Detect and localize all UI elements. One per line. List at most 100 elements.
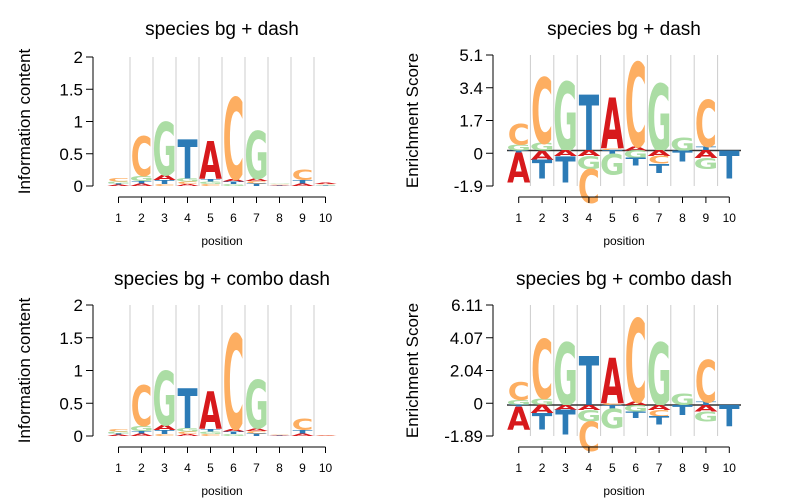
logo-letter-a: A bbox=[245, 178, 269, 182]
logo-letter-c: C bbox=[508, 119, 530, 152]
y-axis-label: Information content bbox=[15, 48, 34, 194]
logo-letter-t: T bbox=[649, 162, 670, 176]
logo-letter-glyph: T bbox=[246, 183, 267, 187]
logo-letter-c: C bbox=[531, 324, 553, 418]
logo-letter-glyph: C bbox=[625, 40, 647, 174]
logo-letter-g: G bbox=[577, 407, 602, 425]
y-tick-label: 2.04 bbox=[450, 362, 483, 381]
logo-letter-a: A bbox=[176, 434, 200, 437]
logo-letter-glyph: C bbox=[315, 184, 337, 185]
logo-letter-glyph: T bbox=[315, 185, 336, 186]
logo-letter-t: T bbox=[200, 428, 221, 432]
logo-letter-a: A bbox=[245, 428, 269, 432]
logo-letter-a: A bbox=[531, 403, 555, 416]
logo-letter-glyph: A bbox=[648, 404, 671, 412]
logo-letter-t: T bbox=[108, 183, 129, 185]
logo-letter-glyph: G bbox=[106, 431, 130, 434]
logo-letter-glyph: A bbox=[153, 424, 176, 432]
logo-letter-c: C bbox=[131, 376, 153, 440]
logo-letter-a: A bbox=[153, 424, 176, 432]
logo-letter-a: A bbox=[130, 433, 154, 437]
logo-letter-g: G bbox=[129, 175, 153, 183]
logo-letter-g: G bbox=[506, 399, 531, 407]
logo-letter-t: T bbox=[719, 144, 740, 189]
logo-letter-t: T bbox=[579, 79, 599, 169]
logo-letter-g: G bbox=[623, 404, 648, 414]
x-tick-label: 5 bbox=[609, 211, 616, 225]
logo-letter-a: A bbox=[554, 404, 577, 412]
x-tick-label: 1 bbox=[515, 211, 522, 225]
x-tick-label: 7 bbox=[253, 461, 260, 475]
logo-letter-t: T bbox=[579, 344, 600, 422]
logo-letter-t: T bbox=[672, 147, 693, 165]
logo-letter-glyph: G bbox=[198, 181, 222, 185]
logo-letter-glyph: T bbox=[672, 403, 693, 419]
x-tick-label: 1 bbox=[115, 211, 122, 225]
logo-letter-glyph: G bbox=[530, 141, 555, 153]
logo-letter-glyph: C bbox=[601, 148, 623, 151]
logo-letter-glyph: C bbox=[223, 309, 245, 461]
logo-letter-glyph: G bbox=[129, 175, 153, 183]
logo-letter-glyph: C bbox=[648, 154, 670, 166]
logo-letter-glyph: A bbox=[648, 149, 671, 158]
logo-letter-g: G bbox=[221, 184, 245, 187]
logo-letter-glyph: A bbox=[245, 428, 269, 432]
chart-title: species bg + combo dash bbox=[114, 269, 330, 290]
logo-letter-g: G bbox=[530, 141, 555, 153]
logo-letter-t: T bbox=[532, 409, 552, 435]
logo-letter-g: G bbox=[106, 431, 130, 434]
logo-letter-glyph: T bbox=[672, 147, 693, 165]
y-axis-label: Enrichment Score bbox=[403, 53, 422, 188]
logo-letter-glyph: A bbox=[624, 146, 648, 152]
y-tick-label: -1.9 bbox=[454, 177, 483, 196]
logo-letter-c: C bbox=[578, 161, 600, 214]
logo-letter-glyph: T bbox=[108, 433, 129, 435]
logo-letter-glyph: T bbox=[555, 149, 576, 191]
logo-letter-glyph: C bbox=[154, 434, 176, 437]
logo-letter-glyph: G bbox=[506, 399, 531, 407]
logo-letter-glyph: A bbox=[507, 402, 530, 438]
x-tick-label: 4 bbox=[184, 211, 191, 225]
logo-letter-glyph: G bbox=[600, 403, 625, 434]
logo-letter-glyph: C bbox=[131, 376, 153, 440]
x-tick-label: 4 bbox=[184, 461, 191, 475]
logo-letter-glyph: C bbox=[315, 435, 337, 436]
logo-letter-glyph: C bbox=[223, 76, 245, 206]
logo-letter-g: G bbox=[175, 177, 199, 182]
x-tick-label: 10 bbox=[319, 211, 333, 225]
logo-panel-2: species bg + dash Enrichment Score -1.9 0 1.… bbox=[403, 19, 741, 248]
logo-letter-t: T bbox=[131, 430, 152, 434]
logo-letter-c: C bbox=[508, 379, 530, 407]
logo-letter-glyph: C bbox=[578, 415, 600, 462]
x-tick-label: 8 bbox=[276, 461, 283, 475]
logo-letter-c: C bbox=[223, 309, 245, 461]
logo-letter-a: A bbox=[624, 401, 648, 406]
logo-letter-glyph: T bbox=[532, 155, 552, 185]
logo-letter-t: T bbox=[269, 185, 290, 186]
logo-letter-c: C bbox=[154, 434, 176, 437]
logo-letter-glyph: A bbox=[554, 149, 577, 158]
logo-letter-t: T bbox=[625, 410, 645, 420]
logo-letter-glyph: G bbox=[623, 149, 648, 161]
logo-letter-a: A bbox=[577, 404, 600, 412]
chart-title: species bg + combo dash bbox=[516, 269, 732, 290]
logo-letter-a: A bbox=[199, 381, 222, 441]
logo-letter-glyph: A bbox=[107, 184, 130, 186]
logo-letter-a: A bbox=[507, 146, 530, 193]
x-tick-label: 5 bbox=[207, 461, 214, 475]
logo-letter-a: A bbox=[601, 85, 624, 165]
y-axis-label: Information content bbox=[15, 297, 34, 443]
x-tick-label: 10 bbox=[723, 461, 737, 475]
x-tick-label: 4 bbox=[586, 211, 593, 225]
x-tick-label: 9 bbox=[703, 461, 710, 475]
logo-letter-glyph: T bbox=[649, 162, 670, 176]
logo-panel-1: species bg + dash Information content 0 0.5… bbox=[15, 19, 338, 248]
logo-letter-glyph: T bbox=[532, 409, 552, 435]
logo-letter-a: A bbox=[531, 149, 554, 163]
logo-letter-glyph: A bbox=[624, 401, 648, 406]
logo-letter-glyph: T bbox=[602, 404, 623, 409]
logo-letter-glyph: C bbox=[648, 409, 670, 419]
logo-letter-glyph: T bbox=[269, 435, 290, 436]
logo-letter-glyph: C bbox=[269, 184, 291, 185]
